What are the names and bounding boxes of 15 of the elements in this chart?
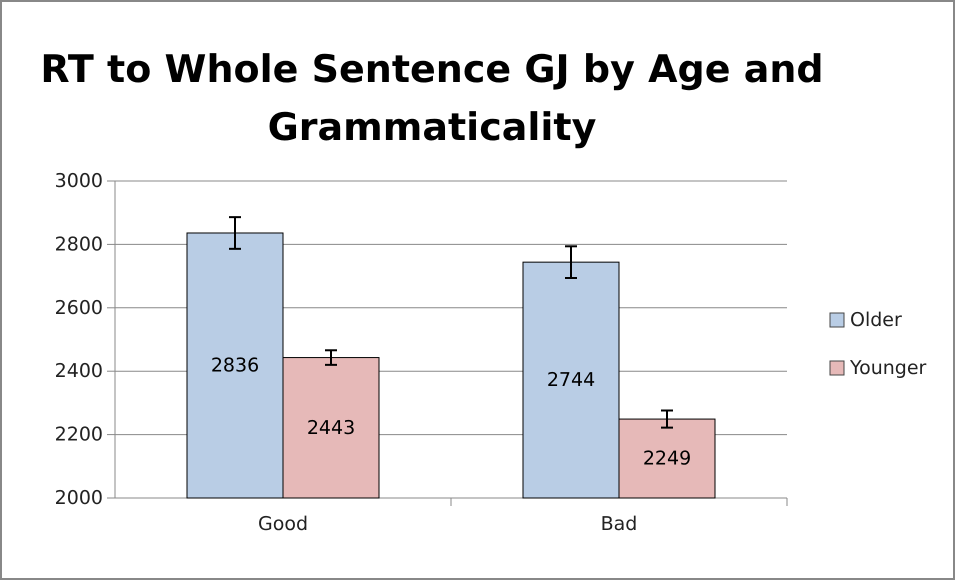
data-label: 2836 [210, 354, 260, 376]
y-tick-label: 2000 [54, 487, 103, 509]
data-label: 2443 [306, 416, 356, 439]
y-tick-label: 2200 [54, 424, 103, 446]
data-label: 2249 [642, 448, 692, 470]
y-tick-label: 3000 [54, 170, 103, 192]
legend-label: Younger [849, 357, 927, 379]
data-label: 2744 [546, 369, 596, 392]
legend-label: Older [850, 309, 902, 331]
x-tick-label: Bad [600, 513, 638, 535]
y-tick-label: 2400 [54, 360, 103, 382]
chart-title: RT to Whole Sentence GJ by Age and Grammaticality [40, 47, 824, 149]
y-tick-label: 2600 [54, 296, 103, 319]
y-tick-label: 2800 [54, 233, 103, 256]
x-tick-label: Good [258, 513, 308, 535]
